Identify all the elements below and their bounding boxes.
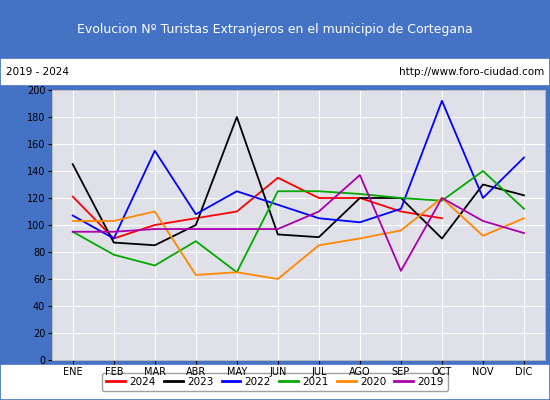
Text: Evolucion Nº Turistas Extranjeros en el municipio de Cortegana: Evolucion Nº Turistas Extranjeros en el … [77, 22, 473, 36]
Text: 2019 - 2024: 2019 - 2024 [6, 67, 69, 77]
Text: http://www.foro-ciudad.com: http://www.foro-ciudad.com [399, 67, 544, 77]
Legend: 2024, 2023, 2022, 2021, 2020, 2019: 2024, 2023, 2022, 2021, 2020, 2019 [102, 373, 448, 391]
